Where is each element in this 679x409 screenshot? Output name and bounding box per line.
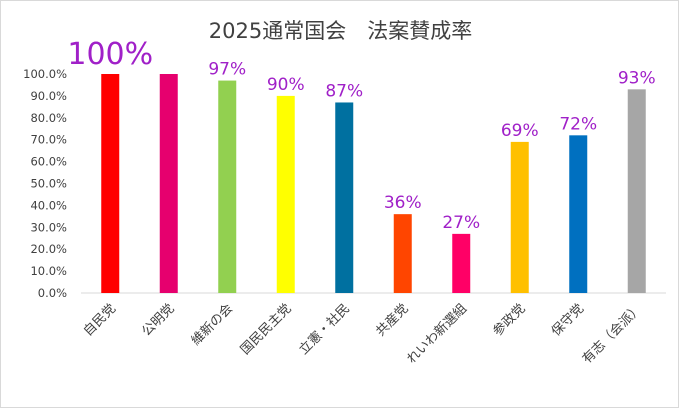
bar-8 xyxy=(510,141,529,293)
category-label: 参政党 xyxy=(490,301,529,340)
bar-5 xyxy=(335,102,354,293)
bar-10 xyxy=(627,89,646,293)
category-label: 公明党 xyxy=(139,301,177,339)
data-label: 72% xyxy=(559,114,597,134)
data-labels: 100% 97% 90% 87% 36% 27% 69% 72% 93% xyxy=(67,37,655,233)
y-tick-label: 40.0% xyxy=(30,198,67,212)
y-tick-label: 80.0% xyxy=(30,111,67,125)
y-tick-label: 20.0% xyxy=(30,242,67,256)
category-label: 保守党 xyxy=(549,301,587,339)
category-label: 国民民主党 xyxy=(238,301,295,358)
y-tick-label: 90.0% xyxy=(30,89,67,103)
data-label: 27% xyxy=(442,213,480,233)
bar-2 xyxy=(159,74,178,293)
y-tick-label: 100.0% xyxy=(23,67,67,81)
data-label: 97% xyxy=(208,60,246,80)
y-tick-labels: 0.0% 10.0% 20.0% 30.0% 40.0% 50.0% 60.0% 70.0% 8… xyxy=(23,67,67,300)
y-tick-label: 0.0% xyxy=(38,286,67,300)
category-label: 立憲・社民 xyxy=(296,301,353,358)
category-label: 自民党 xyxy=(81,301,119,339)
category-label: 有志（会派） xyxy=(580,301,646,367)
category-label: 共産党 xyxy=(373,301,412,340)
category-label: 維新の会 xyxy=(188,301,236,349)
data-label: 69% xyxy=(501,121,539,141)
bar-9 xyxy=(569,135,588,293)
bar-7 xyxy=(452,233,471,293)
bar-1 xyxy=(101,74,120,293)
y-tick-label: 70.0% xyxy=(30,133,67,147)
data-label: 87% xyxy=(325,81,363,101)
category-label: れいわ新選組 xyxy=(404,301,470,367)
data-label: 90% xyxy=(267,75,305,95)
data-label: 93% xyxy=(618,68,656,88)
y-tick-label: 60.0% xyxy=(30,155,67,169)
bar-3 xyxy=(218,80,237,293)
bar-4 xyxy=(276,95,295,294)
bars xyxy=(101,74,646,294)
chart-title: 2025通常国会 法案賛成率 xyxy=(208,19,473,43)
y-tick-label: 10.0% xyxy=(30,264,67,278)
data-label: 36% xyxy=(384,193,422,213)
y-tick-label: 50.0% xyxy=(30,177,67,191)
data-label: 100% xyxy=(67,37,153,72)
bar-6 xyxy=(393,214,412,293)
y-tick-label: 30.0% xyxy=(30,220,67,234)
